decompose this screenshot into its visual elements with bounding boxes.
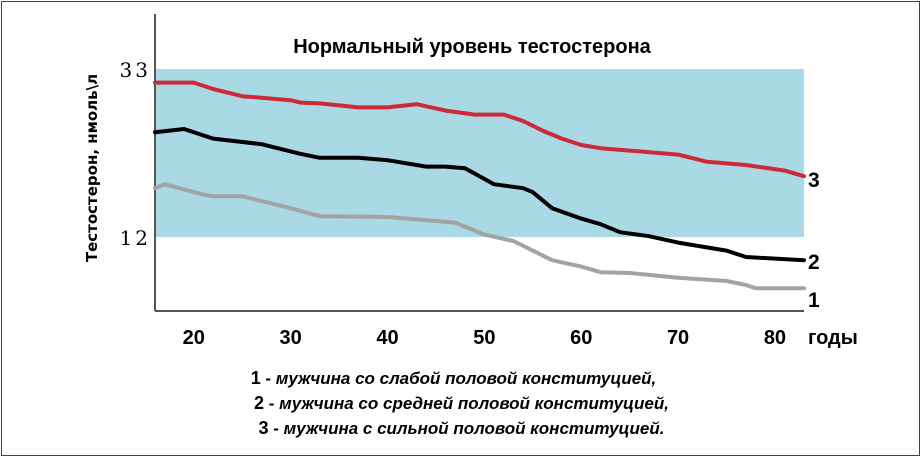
x-tick-label: 30: [279, 327, 301, 349]
x-tick-label: 50: [473, 327, 495, 349]
legend-item: 2 - мужчина со средней половой конституц…: [0, 393, 923, 414]
x-axis-label: годы: [808, 327, 858, 349]
normal-range-band: [155, 69, 804, 237]
series-line-1: [153, 182, 806, 291]
y-tick-label: 12: [120, 226, 151, 250]
legend-number: 3: [258, 418, 269, 438]
y-tick-label: 33: [120, 58, 151, 82]
series-line-3: [153, 80, 806, 179]
series-label-1: 1: [808, 289, 820, 312]
series-line-2: [153, 127, 806, 263]
chart-title: Нормальный уровень тестостерона: [293, 36, 651, 58]
axes: [154, 14, 804, 312]
legend-item: 3 - мужчина с сильной половой конституци…: [0, 418, 923, 439]
x-tick-label: 80: [764, 327, 786, 349]
x-tick-label: 40: [376, 327, 398, 349]
legend-text: - мужчина с сильной половой конституцией…: [268, 419, 665, 438]
legend-number: 1: [250, 368, 261, 388]
legend-text: - мужчина со слабой половой конституцией…: [260, 369, 657, 388]
series-label-3: 3: [808, 169, 820, 192]
legend-text: - мужчина со средней половой конституцие…: [264, 394, 669, 413]
legend-item: 1 - мужчина со слабой половой конституци…: [0, 368, 915, 389]
x-tick-label: 60: [570, 327, 592, 349]
legend-number: 2: [254, 393, 265, 413]
y-axis-label: Тестостерон, нмоль\л: [83, 74, 101, 262]
ticks-layer: 20 30 40 50 60 70 80 12 33: [120, 58, 787, 349]
series-label-2: 2: [808, 251, 820, 274]
series-layer: 1 2 3: [153, 80, 820, 312]
x-tick-label: 20: [183, 327, 205, 349]
x-tick-label: 70: [667, 327, 689, 349]
